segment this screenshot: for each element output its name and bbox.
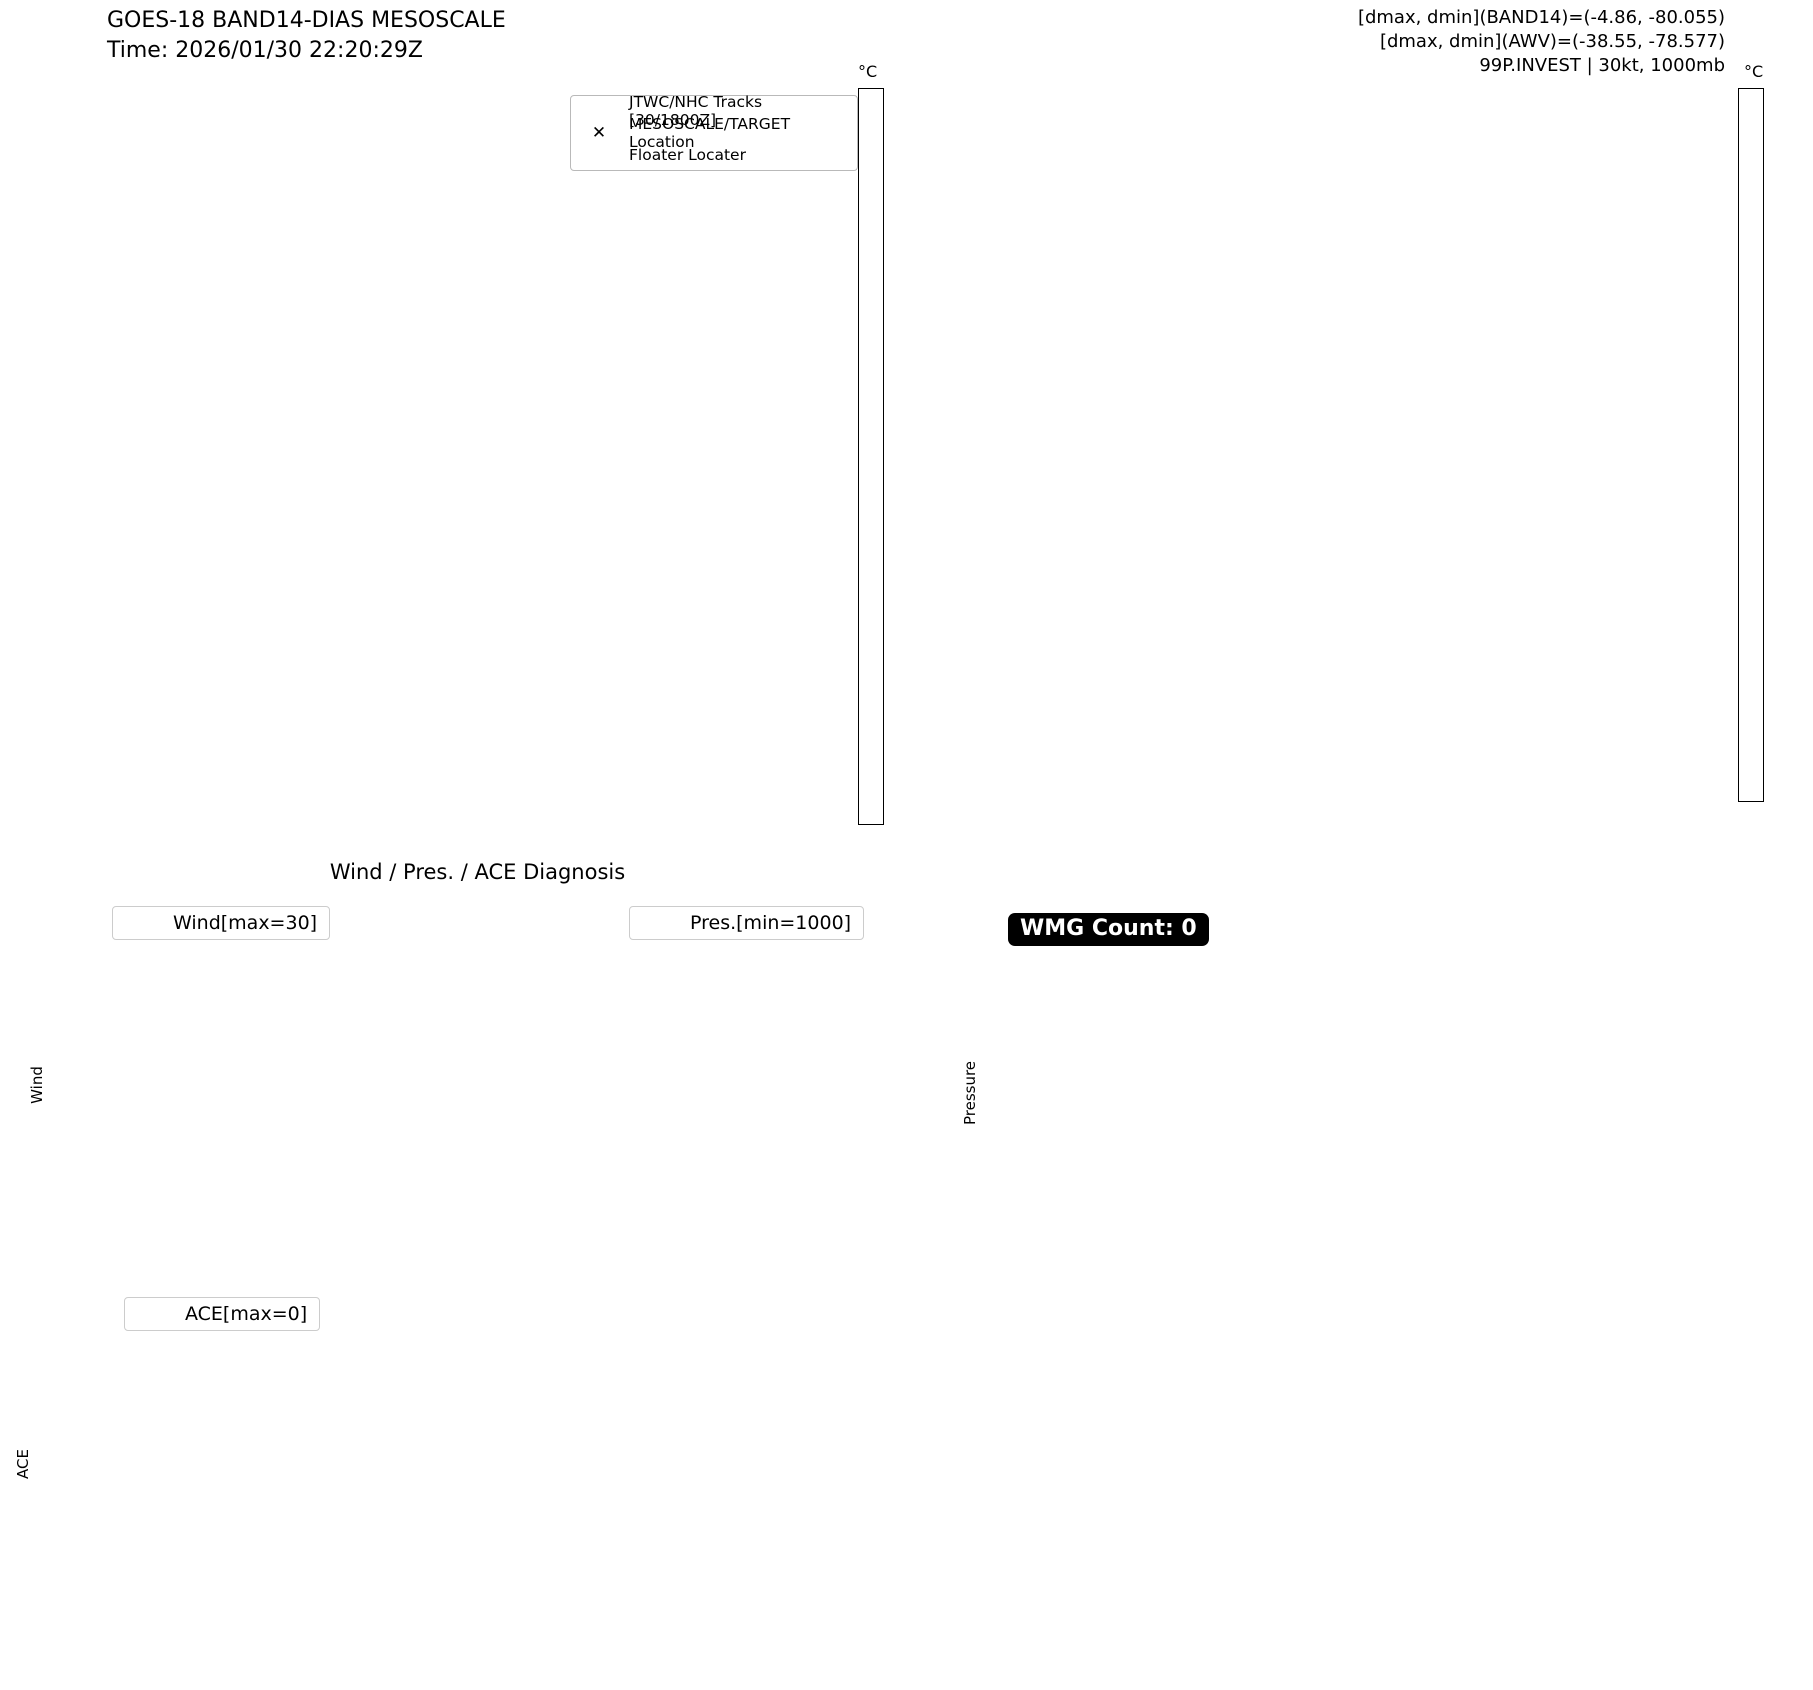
chart-title: Wind / Pres. / ACE Diagnosis [329,860,626,884]
legend-row-floater: Floater Locater [579,144,851,166]
left-colorbar-unit: °C [858,62,878,81]
right-map-header-line1: [dmax, dmin](BAND14)=(-4.86, -80.055) [1357,7,1725,28]
pres-line-icon [642,921,678,925]
x-marker-icon: ✕ [591,123,607,143]
ace-axis-label: ACE [13,1449,32,1479]
legend-track-label: JTWC/NHC Tracks [30/1800Z] [629,93,763,129]
pres-legend: Pres.[min=1000] [629,906,865,940]
ace-line-icon [137,1312,173,1316]
right-colorbar-unit: °C [1744,62,1764,81]
left-map-time: Time: 2026/01/30 22:20:29Z [107,38,423,63]
wind-line-icon [125,921,161,925]
ace-legend-label: ACE[max=0] [185,1303,308,1325]
pres-legend-label: Pres.[min=1000] [690,912,852,934]
right-colorbar [1738,88,1764,802]
wind-axis-label: Wind [27,1066,46,1104]
left-map-title: GOES-18 BAND14-DIAS MESOSCALE [107,8,506,33]
wind-legend-label: Wind[max=30] [173,912,318,934]
legend-row-target: ✕ MESOSCALE/TARGET Location [579,115,851,151]
left-map-legend: JTWC/NHC Tracks [30/1800Z] ✕ MESOSCALE/T… [570,93,858,171]
left-colorbar [858,88,884,825]
right-map-header: [dmax, dmin](BAND14)=(-4.86, -80.055) [d… [1358,6,1725,78]
wind-legend: Wind[max=30] [112,906,331,940]
ace-legend: ACE[max=0] [124,1297,321,1331]
wmg-count-badge: WMG Count: 0 [1008,913,1209,946]
right-map-header-line2: [dmax, dmin](AWV)=(-38.55, -78.577) [1379,31,1725,52]
right-map-header-line3: 99P.INVEST | 30kt, 1000mb [1479,55,1725,76]
pressure-axis-label: Pressure [961,1060,980,1126]
copyright-text: Copyright © 2020-2026 Dapiya [113,804,445,826]
legend-row-track: JTWC/NHC Tracks [30/1800Z] [579,93,851,129]
legend-floater-label: Floater Locater [629,146,746,164]
track-line-icon [579,104,619,118]
legend-target-label: MESOSCALE/TARGET Location [629,115,791,151]
floater-line-icon [579,148,619,162]
